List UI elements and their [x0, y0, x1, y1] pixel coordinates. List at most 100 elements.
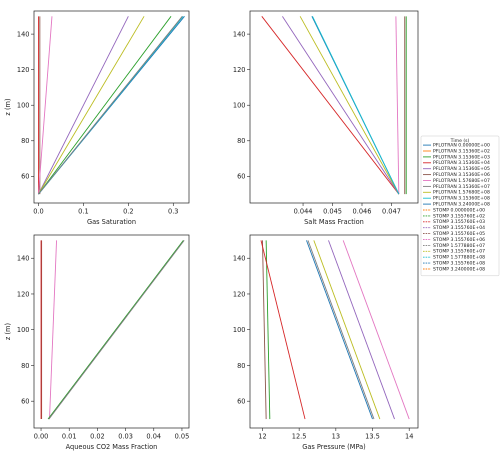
- y-tick-label: 120: [233, 66, 246, 74]
- x-tick-label: 0.0: [33, 208, 44, 216]
- series-line: [38, 16, 172, 195]
- x-tick-label: 13.5: [365, 433, 380, 441]
- x-tick-label: 14: [405, 433, 413, 441]
- x-tick-label: 0.044: [294, 208, 313, 216]
- x-tick-label: 0.02: [90, 433, 105, 441]
- legend-label: PFLOTRAN 3.15360E+06: [433, 172, 490, 178]
- y-axis-label: z (m): [4, 323, 12, 340]
- plot-frame: [33, 10, 190, 204]
- x-tick-label: 0.046: [353, 208, 372, 216]
- x-tick-label: 12.5: [292, 433, 307, 441]
- series-line: [38, 16, 145, 195]
- legend-label: PFLOTRAN 3.15360E+07: [433, 184, 490, 190]
- series-line: [38, 16, 129, 195]
- legend-label: PFLOTRAN 3.24000E+08: [433, 202, 490, 208]
- series-line: [328, 240, 395, 420]
- x-tick-label: 0.00: [34, 433, 49, 441]
- series-line: [306, 240, 373, 420]
- series-line: [299, 16, 400, 195]
- y-tick-label: 140: [233, 30, 246, 38]
- legend-title: Time (s): [450, 138, 470, 144]
- x-tick-label: 0.05: [175, 433, 190, 441]
- y-tick-label: 60: [237, 173, 245, 181]
- y-axis-label: z (m): [4, 98, 12, 115]
- x-axis-label: Gas Pressure (MPa): [302, 443, 366, 451]
- legend-label: PFLOTRAN 3.15360E+05: [433, 166, 490, 172]
- legend-label: STOMP 0.000000E+00: [433, 207, 485, 213]
- x-axis-label: Aqueous CO2 Mass Fraction: [66, 443, 158, 451]
- y-tick-label: 80: [237, 362, 245, 370]
- x-tick-label: 0.01: [62, 433, 77, 441]
- x-tick-label: 0.3: [168, 208, 179, 216]
- y-tick-label: 140: [233, 255, 246, 263]
- series-line: [38, 16, 53, 195]
- legend-label: STOMP 3.155760E+03: [433, 219, 485, 225]
- series-line: [342, 240, 410, 420]
- series-line: [313, 240, 381, 420]
- legend-label: PFLOTRAN 1.57680E+08: [433, 190, 490, 196]
- series-line: [48, 240, 185, 420]
- series-line: [260, 240, 306, 420]
- legend-label: PFLOTRAN 0.00000E+00: [433, 143, 490, 149]
- series-line: [262, 240, 267, 420]
- chart-panel-1: 0.0 0.1 0.2 0.3 60 80 100 120 140 Gas Saturation z…: [4, 10, 190, 226]
- legend-label: STOMP 3.155760E+05: [433, 231, 485, 237]
- x-axis-label: Salt Mass Fraction: [304, 218, 364, 226]
- y-tick-label: 80: [21, 362, 29, 370]
- y-tick-label: 140: [17, 30, 30, 38]
- x-axis-label: Gas Saturation: [87, 218, 136, 226]
- y-tick-label: 80: [21, 137, 29, 145]
- plot-frame: [249, 234, 419, 429]
- legend-label: PFLOTRAN 1.57680E+07: [433, 178, 490, 184]
- legend-label: PFLOTRAN 3.15360E+03: [433, 154, 490, 160]
- legend-label: STOMP 3.155760E+06: [433, 237, 485, 243]
- plot-frame: [33, 234, 190, 429]
- y-tick-label: 100: [233, 326, 246, 334]
- series-line: [47, 240, 184, 420]
- legend-label: STOMP 3.155760E+07: [433, 249, 485, 255]
- plot-frame: [249, 10, 419, 204]
- y-tick-label: 100: [233, 102, 246, 110]
- legend-label: STOMP 1.577880E+08: [433, 255, 485, 261]
- x-tick-label: 0.2: [123, 208, 134, 216]
- legend-label: STOMP 3.155760E+04: [433, 225, 485, 231]
- chart-panel-3: 0.00 0.01 0.02 0.03 0.04 0.05 60 80 100 120 140 Aqu…: [4, 234, 190, 451]
- x-tick-label: 0.1: [78, 208, 89, 216]
- legend-label: STOMP 3.155760E+08: [433, 261, 485, 267]
- chart-panel-2: 0.044 0.045 0.046 0.047 60 80 100 120 140 Salt Ma…: [233, 10, 419, 226]
- y-tick-label: 60: [237, 397, 245, 405]
- series-line: [395, 16, 400, 195]
- x-tick-label: 0.047: [382, 208, 401, 216]
- series-line: [312, 16, 400, 195]
- y-tick-label: 100: [17, 326, 30, 334]
- legend-label: STOMP 3.240000E+08: [433, 266, 485, 272]
- x-tick-label: 0.04: [146, 433, 161, 441]
- y-tick-label: 60: [21, 397, 29, 405]
- x-tick-label: 13: [332, 433, 340, 441]
- legend-label: PFLOTRAN 3.15360E+08: [433, 196, 490, 202]
- legend-box: [420, 135, 500, 277]
- y-tick-label: 120: [233, 290, 246, 298]
- legend-label: STOMP 3.155760E+02: [433, 213, 485, 219]
- y-tick-label: 120: [17, 66, 30, 74]
- y-tick-label: 80: [237, 137, 245, 145]
- x-tick-label: 0.03: [118, 433, 133, 441]
- legend-label: PFLOTRAN 3.15360E+04: [433, 160, 490, 166]
- series-line: [265, 240, 271, 420]
- legend-label: STOMP 1.577880E+07: [433, 243, 485, 249]
- x-tick-label: 12: [258, 433, 266, 441]
- x-tick-label: 0.045: [323, 208, 342, 216]
- y-tick-label: 120: [17, 290, 30, 298]
- y-tick-label: 100: [17, 102, 30, 110]
- series-line: [307, 240, 375, 420]
- chart-panel-4: 12 12.5 13 13.5 14 60 80 100 120 140 Gas Pressure …: [233, 234, 419, 451]
- series-line: [49, 240, 57, 420]
- series-line: [38, 16, 183, 195]
- series-line: [261, 16, 400, 195]
- y-tick-label: 140: [17, 255, 30, 263]
- series-line: [282, 16, 400, 195]
- legend-label: PFLOTRAN 3.15360E+02: [433, 148, 490, 154]
- y-tick-label: 60: [21, 173, 29, 181]
